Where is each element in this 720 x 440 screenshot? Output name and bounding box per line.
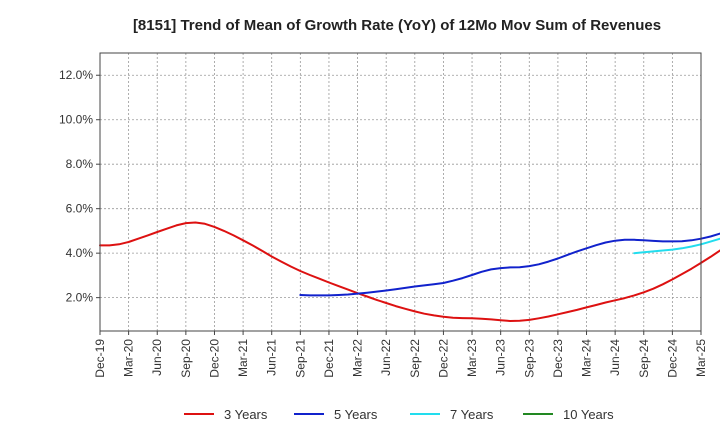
legend-label: 10 Years	[563, 407, 614, 422]
y-tick-label: 6.0%	[66, 202, 94, 216]
x-tick-label: Mar-21	[236, 339, 250, 377]
x-tick-label: Dec-19	[93, 339, 107, 378]
legend: 3 Years 5 Years 7 Years 10 Years	[184, 407, 614, 422]
x-axis-ticks: Dec-19 Mar-20 Jun-20 Sep-20 Dec-20 Mar-21 Jun-…	[93, 331, 708, 378]
legend-label: 3 Years	[224, 407, 268, 422]
x-tick-label: Dec-23	[551, 339, 565, 378]
y-tick-label: 12.0%	[59, 68, 93, 82]
series-line-7-years	[633, 237, 720, 255]
x-tick-label: Mar-23	[465, 339, 479, 377]
x-tick-label: Jun-20	[150, 339, 164, 376]
y-tick-label: 4.0%	[66, 246, 94, 260]
x-tick-label: Mar-20	[122, 339, 136, 377]
series-line-5-years	[299, 232, 720, 297]
x-tick-label: Jun-24	[608, 339, 622, 376]
y-tick-label: 2.0%	[66, 291, 94, 305]
plot-frame	[99, 52, 702, 332]
grid	[99, 53, 702, 331]
x-tick-label: Sep-23	[522, 339, 536, 378]
x-tick-label: Sep-22	[408, 339, 422, 378]
x-tick-label: Jun-22	[379, 339, 393, 376]
y-axis-ticks: 2.0% 4.0% 6.0% 8.0% 10.0% 12.0%	[59, 68, 100, 305]
legend-label: 5 Years	[334, 407, 378, 422]
series-layer	[99, 221, 720, 322]
x-tick-label: Sep-24	[637, 339, 651, 378]
x-tick-label: Mar-24	[580, 339, 594, 377]
x-tick-label: Mar-25	[694, 339, 708, 377]
y-tick-label: 8.0%	[66, 157, 94, 171]
x-tick-label: Jun-23	[494, 339, 508, 376]
x-tick-label: Dec-24	[665, 339, 679, 378]
y-tick-label: 10.0%	[59, 113, 93, 127]
x-tick-label: Dec-21	[322, 339, 336, 378]
x-tick-label: Dec-20	[207, 339, 221, 378]
chart-title: [8151] Trend of Mean of Growth Rate (YoY…	[133, 17, 661, 34]
x-tick-label: Sep-20	[179, 339, 193, 378]
legend-label: 7 Years	[450, 407, 494, 422]
x-tick-label: Jun-21	[265, 339, 279, 376]
series-line-3-years	[99, 221, 720, 322]
x-tick-label: Dec-22	[436, 339, 450, 378]
x-tick-label: Sep-21	[293, 339, 307, 378]
x-tick-label: Mar-22	[351, 339, 365, 377]
